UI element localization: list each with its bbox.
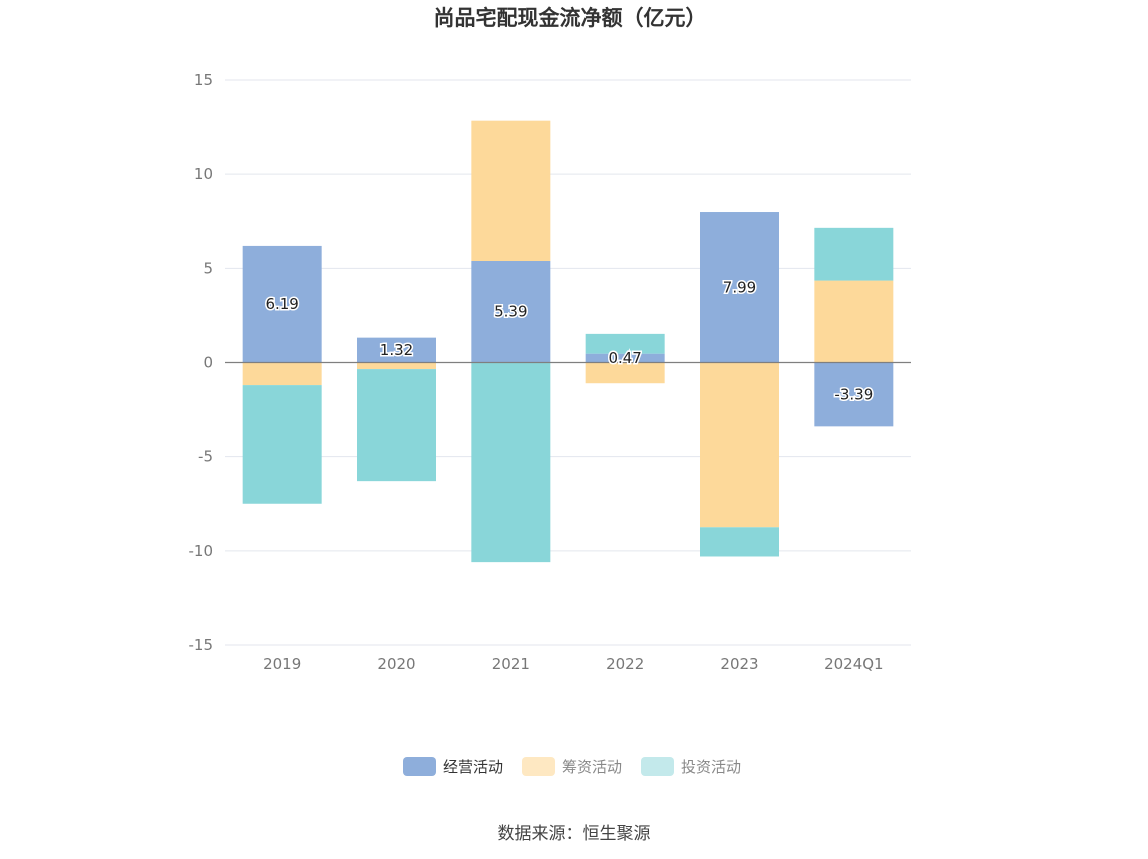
legend-swatch <box>403 757 436 776</box>
legend-item-0[interactable]: 经营活动 <box>403 757 503 776</box>
y-tick-label: 0 <box>203 354 213 372</box>
legend-label: 经营活动 <box>443 758 503 776</box>
legend-label: 筹资活动 <box>562 758 622 776</box>
bar-2021-series-2 <box>471 362 551 563</box>
bar-2021-series-1 <box>471 120 551 261</box>
x-tick-label: 2024Q1 <box>824 655 884 673</box>
data-label: 0.47 <box>608 349 641 367</box>
y-tick-label: 15 <box>194 71 213 89</box>
data-labels: 6.19 1.32 5.39 0.47 7.99 -3.39 <box>264 277 875 405</box>
bar-2023-series-2 <box>700 527 779 557</box>
bar-2020-series-2 <box>357 369 436 482</box>
y-tick-label: -5 <box>198 448 213 466</box>
x-tick-label: 2020 <box>377 655 415 673</box>
data-label: -3.39 <box>834 385 873 403</box>
legend-item-2[interactable]: 投资活动 <box>641 757 741 776</box>
data-label: 7.99 <box>723 278 756 296</box>
y-tick-label: -10 <box>189 542 214 560</box>
source-note: 数据来源：恒生聚源 <box>498 824 651 844</box>
bar-2024Q1-series-2 <box>814 227 894 281</box>
legend-label: 投资活动 <box>681 758 741 776</box>
bar-2021-series-0 <box>471 260 551 363</box>
data-label: 6.19 <box>265 295 298 313</box>
data-label: 5.39 <box>494 303 527 321</box>
bar-2019-series-1 <box>242 362 322 386</box>
y-tick-label: 5 <box>203 259 213 277</box>
x-tick-label: 2021 <box>492 655 530 673</box>
data-label: 1.32 <box>380 341 413 359</box>
bar-2022-series-1 <box>585 362 665 384</box>
grid <box>225 79 911 646</box>
x-tick-label: 2019 <box>263 655 301 673</box>
bar-2022-series-0 <box>585 353 665 363</box>
bar-2022-series-2 <box>585 333 665 354</box>
bar-2023-series-0 <box>700 212 779 363</box>
legend-swatch <box>641 757 674 776</box>
y-tick-label: -15 <box>189 636 214 654</box>
legend[interactable]: 经营活动 筹资活动 投资活动 <box>403 757 741 776</box>
bar-2020-series-1 <box>357 362 436 370</box>
bar-2020-series-0 <box>357 337 436 363</box>
y-tick-label: 10 <box>194 165 213 183</box>
legend-item-1[interactable]: 筹资活动 <box>522 757 622 776</box>
bar-2019-series-2 <box>242 385 322 504</box>
x-axis: 2019 2020 2021 2022 2023 2024Q1 <box>263 655 884 673</box>
bar-2019-series-0 <box>242 245 322 363</box>
bar-2024Q1-series-1 <box>814 280 894 363</box>
x-tick-label: 2022 <box>606 655 644 673</box>
bars <box>242 120 894 563</box>
legend-swatch <box>522 757 555 776</box>
y-axis: 15 10 5 0 -5 -10 -15 <box>189 71 214 654</box>
chart-title: 尚品宅配现金流净额（亿元） <box>434 6 707 30</box>
x-tick-label: 2023 <box>720 655 758 673</box>
bar-2024Q1-series-0 <box>814 362 894 427</box>
bar-2023-series-1 <box>700 362 779 528</box>
